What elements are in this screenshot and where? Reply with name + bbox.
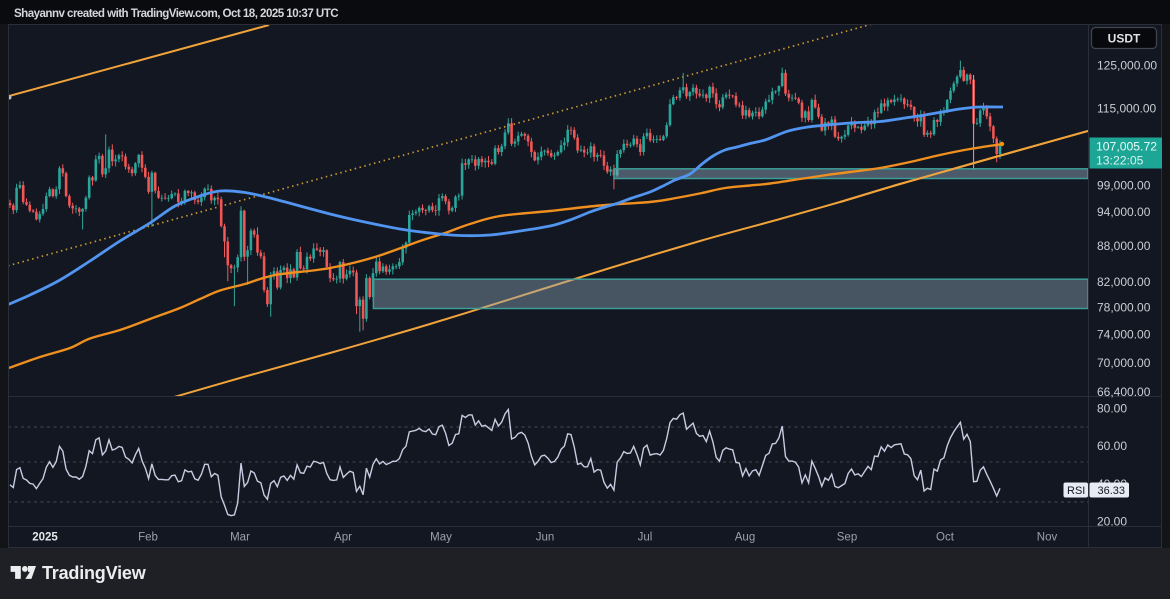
svg-text:107,005.72: 107,005.72 [1096,140,1157,154]
svg-text:Mar: Mar [230,532,250,544]
svg-text:36.33: 36.33 [1098,485,1126,497]
svg-text:74,000.00: 74,000.00 [1097,328,1151,342]
svg-text:Jul: Jul [638,532,653,544]
svg-text:70,000.00: 70,000.00 [1097,356,1151,370]
svg-text:66,400.00: 66,400.00 [1097,385,1151,399]
svg-text:2025: 2025 [32,532,58,544]
svg-text:USDT: USDT [1108,32,1141,46]
svg-text:Jun: Jun [536,532,555,544]
svg-text:82,000.00: 82,000.00 [1097,275,1151,289]
svg-text:20.00: 20.00 [1097,515,1127,529]
svg-text:94,000.00: 94,000.00 [1097,205,1151,219]
svg-text:Sep: Sep [837,532,857,544]
svg-text:13:22:05: 13:22:05 [1096,154,1144,168]
svg-text:99,000.00: 99,000.00 [1097,178,1151,192]
svg-text:TradingView: TradingView [42,563,147,583]
svg-text:78,000.00: 78,000.00 [1097,301,1151,315]
svg-text:Shayannv created with TradingV: Shayannv created with TradingView.com, O… [14,7,339,20]
svg-text:Apr: Apr [334,532,352,544]
svg-text:125,000.00: 125,000.00 [1097,59,1157,73]
svg-text:Feb: Feb [138,532,158,544]
svg-text:May: May [430,532,452,544]
svg-text:Nov: Nov [1037,532,1058,544]
svg-text:115,000.00: 115,000.00 [1097,102,1156,116]
svg-text:RSI: RSI [1067,485,1085,497]
svg-text:Aug: Aug [735,532,755,544]
svg-text:Oct: Oct [936,532,955,544]
svg-text:80.00: 80.00 [1097,402,1127,416]
svg-text:60.00: 60.00 [1097,439,1127,453]
svg-text:88,000.00: 88,000.00 [1097,239,1151,253]
